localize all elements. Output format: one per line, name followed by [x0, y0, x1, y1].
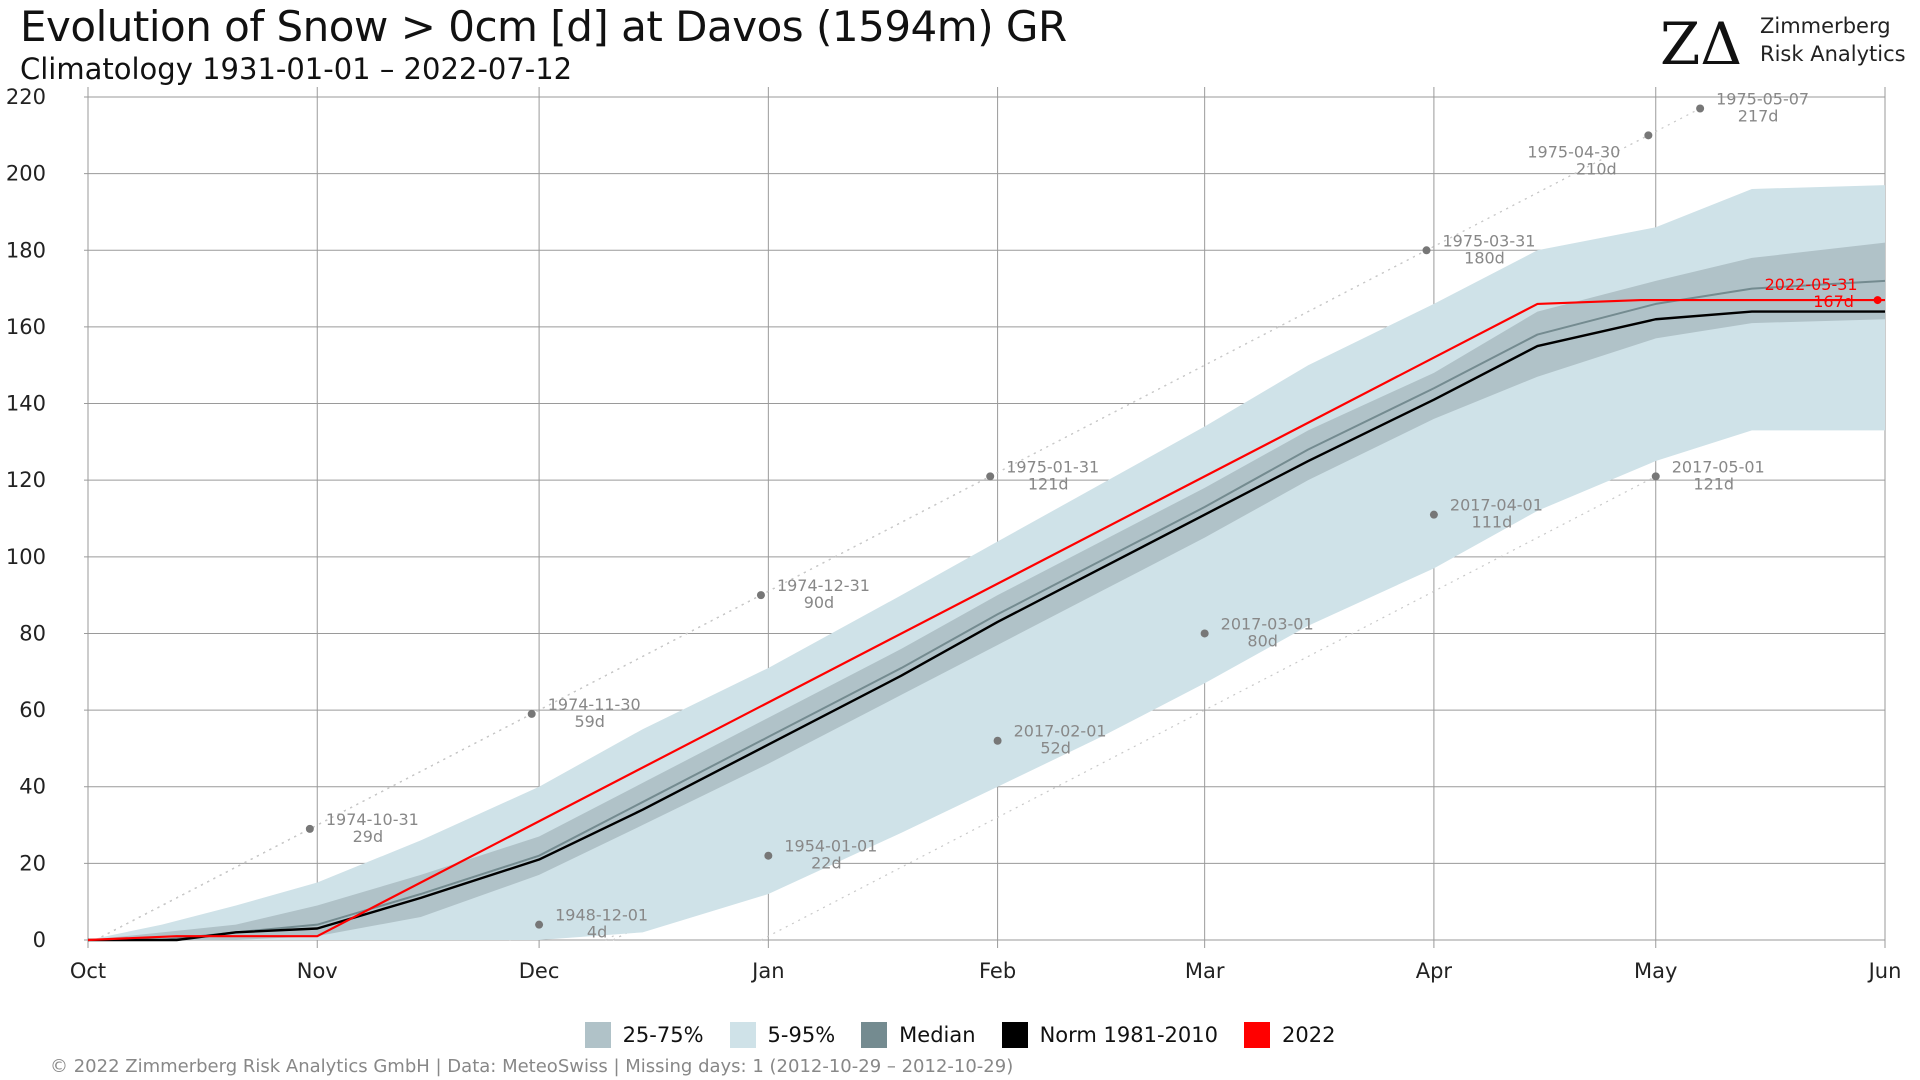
annotation-point	[1873, 296, 1882, 305]
y-tick-label: 40	[19, 775, 46, 799]
legend: 25-75% 5-95% Median Norm 1981-2010 2022	[0, 1018, 1920, 1052]
annotation-value: 167d	[1813, 292, 1854, 311]
annotation-date: 2017-03-01	[1221, 614, 1314, 633]
y-tick-label: 140	[6, 392, 46, 416]
annotation-date: 1954-01-01	[784, 837, 877, 856]
legend-item: 5-95%	[729, 1022, 836, 1048]
annotation-point	[1429, 510, 1438, 519]
annotation-point	[305, 824, 314, 833]
x-tick-label: Mar	[1185, 959, 1225, 983]
annotation-date: 1975-03-31	[1443, 231, 1536, 250]
annotation-value: 90d	[804, 593, 835, 612]
legend-swatch	[1243, 1022, 1270, 1048]
logo-line-1: Zimmerberg	[1760, 14, 1891, 38]
annotation-value: 80d	[1247, 631, 1278, 650]
annotation-value: 111d	[1472, 513, 1513, 532]
legend-swatch	[1001, 1022, 1028, 1048]
annotation-value: 22d	[811, 854, 842, 873]
annotation-value: 121d	[1028, 474, 1069, 493]
legend-item: Norm 1981-2010	[1001, 1022, 1218, 1048]
logo-mark-icon: ZΔ	[1660, 10, 1742, 70]
legend-label: 5-95%	[767, 1023, 836, 1047]
annotation-value: 210d	[1576, 159, 1617, 178]
y-tick-label: 20	[19, 851, 46, 875]
axis-tick-labels: 0 20 40 60 80 100 120 140 160 180 200 220 Oct Nov Dec J…	[6, 85, 1902, 983]
annotation-date: 1975-04-30	[1527, 142, 1620, 161]
annotation-date: 2017-04-01	[1450, 496, 1543, 515]
annotation-value: 180d	[1464, 248, 1505, 267]
y-tick-label: 180	[6, 238, 46, 262]
y-tick-label: 120	[6, 468, 46, 492]
annotation-date: 1974-12-31	[777, 576, 870, 595]
annotation-point	[1422, 246, 1431, 255]
annotation-date: 1974-10-31	[326, 810, 419, 829]
legend-swatch	[729, 1022, 756, 1048]
annotation-point	[1200, 629, 1209, 638]
y-tick-label: 220	[6, 85, 46, 109]
x-tick-label: Apr	[1416, 959, 1453, 983]
annotation-point	[1644, 131, 1653, 140]
annotation-date: 1974-11-30	[548, 695, 641, 714]
annotation-point	[993, 736, 1002, 745]
x-tick-label: Jan	[750, 959, 784, 983]
y-tick-label: 100	[6, 545, 46, 569]
annotation-value: 52d	[1040, 739, 1071, 758]
annotation-point	[527, 709, 536, 718]
annotation-date: 1948-12-01	[555, 906, 648, 925]
band-25-75	[88, 242, 1885, 941]
annotation-point	[764, 851, 773, 860]
x-tick-label: Dec	[519, 959, 560, 983]
annotation-date: 2017-05-01	[1672, 457, 1765, 476]
legend-item: Median	[861, 1022, 976, 1048]
annotation-value: 29d	[353, 827, 384, 846]
chart-title: Evolution of Snow > 0cm [d] at Davos (15…	[20, 2, 1067, 51]
percentile-bands	[88, 185, 1885, 941]
x-tick-label: Nov	[297, 959, 338, 983]
x-tick-label: May	[1634, 959, 1677, 983]
annotation-value: 4d	[587, 923, 607, 942]
legend-item: 2022	[1243, 1022, 1336, 1048]
x-tick-label: Oct	[70, 959, 106, 983]
annotation-point	[1696, 104, 1705, 113]
annotation-date: 2017-02-01	[1014, 722, 1107, 741]
annotation-point	[986, 472, 995, 481]
annotation-value: 121d	[1693, 474, 1734, 493]
annotation-date: 1975-05-07	[1716, 89, 1809, 108]
series-line	[88, 310, 1885, 942]
series-line	[88, 279, 1886, 941]
legend-swatch	[861, 1022, 888, 1048]
annotation-date: 1975-01-31	[1006, 457, 1099, 476]
legend-label: Norm 1981-2010	[1039, 1023, 1218, 1047]
y-tick-label: 60	[19, 698, 46, 722]
y-tick-label: 0	[33, 928, 46, 952]
legend-item: 25-75%	[584, 1022, 704, 1048]
x-tick-label: Feb	[979, 959, 1016, 983]
series-line	[87, 298, 1885, 942]
legend-label: 25-75%	[622, 1023, 704, 1047]
x-tick-label: Jun	[1867, 959, 1902, 983]
legend-label: Median	[899, 1023, 976, 1047]
logo-mark: ZΔ	[1660, 10, 1742, 70]
y-tick-label: 200	[6, 162, 46, 186]
annotation-date: 2022-05-31	[1765, 275, 1858, 294]
y-tick-label: 160	[6, 315, 46, 339]
annotation-value: 59d	[574, 712, 605, 731]
historic-year-line	[95, 107, 1701, 941]
annotation-value: 217d	[1738, 106, 1779, 125]
legend-label: 2022	[1281, 1023, 1336, 1047]
logo-line-2: Risk Analytics	[1760, 42, 1906, 66]
legend-swatch	[584, 1022, 611, 1048]
annotation-point	[1651, 472, 1660, 481]
footer-credits: © 2022 Zimmerberg Risk Analytics GmbH | …	[50, 1056, 1014, 1077]
chart-subtitle: Climatology 1931-01-01 – 2022-07-12	[20, 52, 573, 86]
y-tick-label: 80	[19, 621, 46, 645]
series-lines	[87, 279, 1886, 942]
annotation-point	[535, 920, 544, 929]
annotation-point	[756, 591, 765, 600]
